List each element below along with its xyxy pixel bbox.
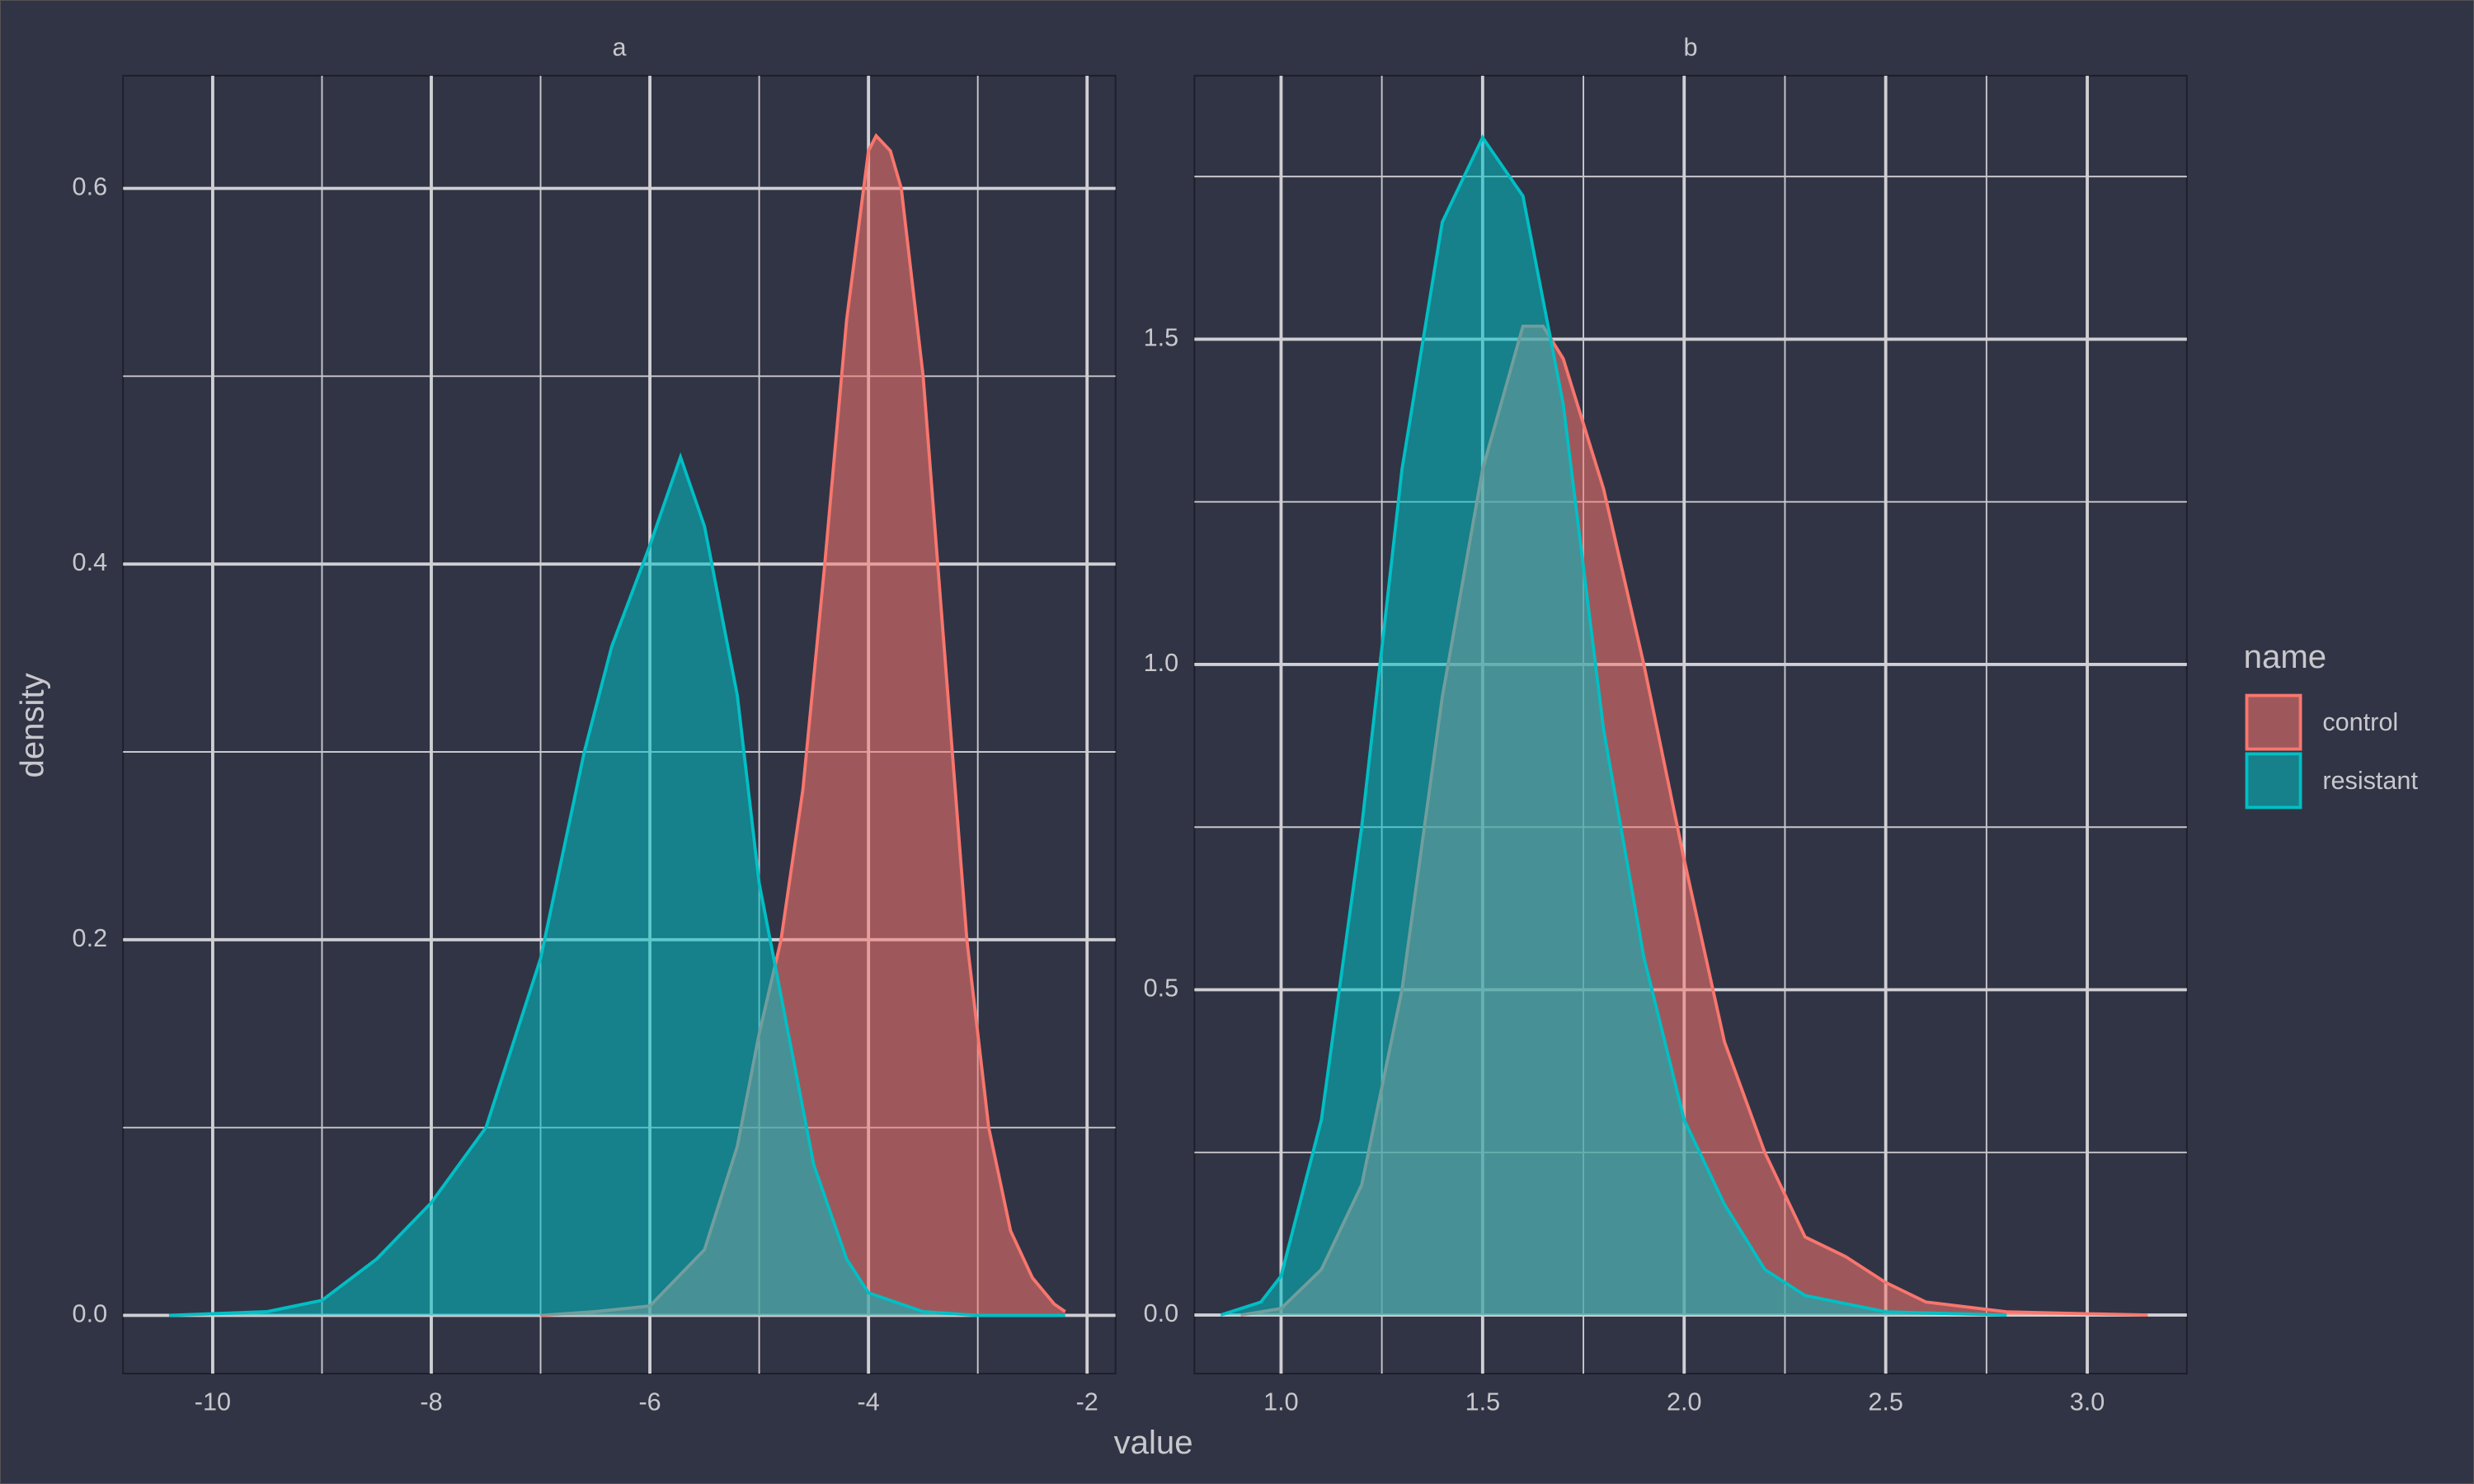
facet-label: b: [1684, 33, 1698, 61]
y-axis-title: density: [14, 673, 51, 777]
density-area: [540, 135, 1065, 1316]
x-tick-label: 2.5: [1868, 1388, 1903, 1416]
y-tick-label: 0.0: [73, 1300, 108, 1328]
density-area: [1221, 137, 2007, 1316]
x-tick-label: -2: [1076, 1388, 1098, 1416]
x-tick-label: -6: [638, 1388, 661, 1416]
legend-label: resistant: [2322, 767, 2418, 795]
x-axis-title: value: [1114, 1424, 1193, 1461]
density-area: [168, 457, 1065, 1316]
y-tick-label: 0.5: [1144, 974, 1179, 1003]
y-tick-label: 1.5: [1144, 323, 1179, 351]
y-tick-label: 0.6: [73, 173, 108, 201]
x-tick-label: 1.0: [1263, 1388, 1299, 1416]
x-tick-label: -8: [420, 1388, 442, 1416]
density-line: [1220, 134, 2007, 1317]
legend-title: name: [2244, 638, 2326, 675]
x-tick-label: 1.5: [1465, 1388, 1501, 1416]
x-tick-label: -10: [195, 1388, 231, 1416]
y-tick-label: 0.4: [73, 548, 108, 576]
y-tick-label: 0.2: [73, 924, 108, 952]
y-tick-label: 0.0: [1144, 1299, 1179, 1327]
facet-label: a: [612, 33, 627, 61]
density-line: [168, 452, 1065, 1317]
x-tick-label: 3.0: [2070, 1388, 2105, 1416]
x-tick-label: 2.0: [1667, 1388, 1702, 1416]
legend-key: [2245, 693, 2302, 751]
legend-key: [2245, 752, 2302, 810]
legend-label: control: [2322, 708, 2398, 736]
x-tick-label: -4: [858, 1388, 880, 1416]
panel: [1193, 74, 2188, 1375]
y-tick-label: 1.0: [1144, 649, 1179, 677]
panel: [122, 74, 1117, 1375]
